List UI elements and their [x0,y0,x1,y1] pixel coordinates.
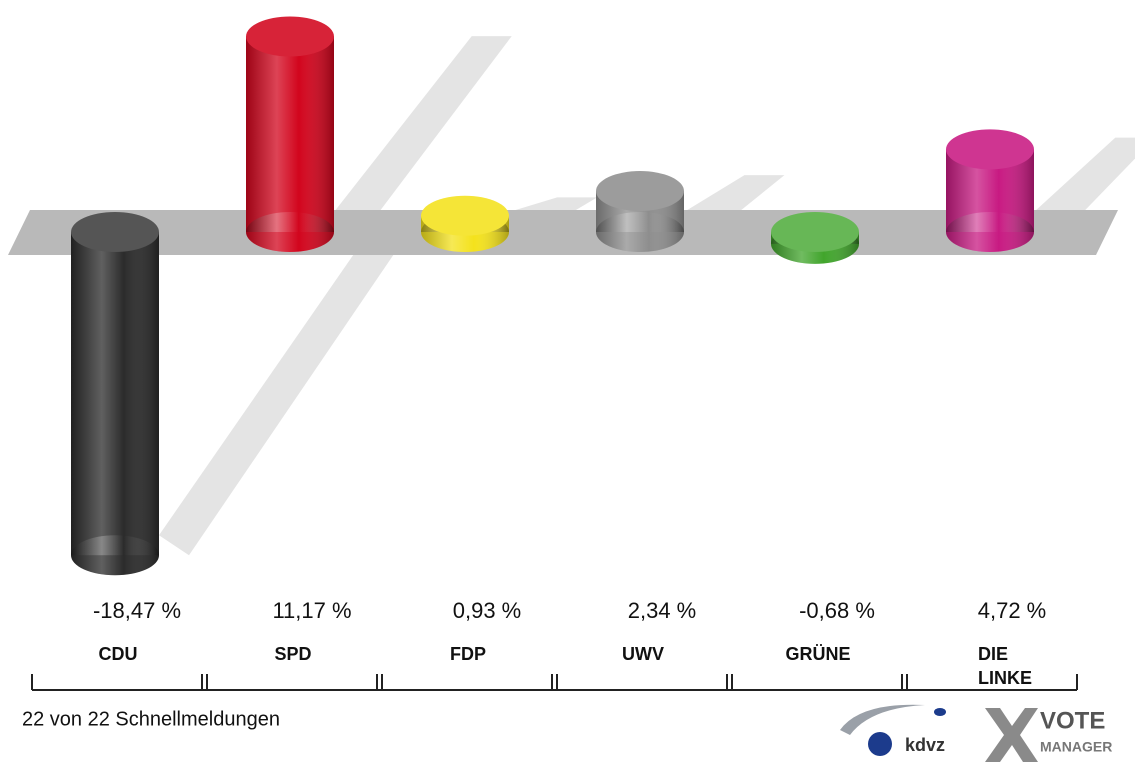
bar-top [771,212,859,252]
bar-top [71,212,159,252]
x-tick-label: UWV [622,644,664,664]
bar-top [946,129,1034,170]
logo-text: kdvz [905,735,945,755]
bracket-ticks [31,674,1078,690]
bar [421,195,509,252]
value-label: -0,68 % [799,598,875,623]
x-tick-label: DIE LINKE [978,644,1032,688]
bar-top [421,195,509,236]
bar-shadow [334,36,512,233]
bar-shadow [1034,137,1135,232]
bar-shadow [159,244,401,556]
logo-vote: VOTE [1040,707,1105,734]
x-tick-label: CDU [99,644,138,664]
value-label: 2,34 % [628,598,697,623]
bar-body-shade [71,232,159,556]
bar [71,212,159,576]
x-tick-label: SPD [274,644,311,664]
footnote: 22 von 22 Schnellmeldungen [22,708,280,730]
bars [71,16,1034,576]
bar-body-shade [246,36,334,233]
logo: kdvz VOTE MANAGER [840,704,1112,762]
bar [246,16,334,252]
value-label: -18,47 % [93,598,181,623]
bar-top [246,16,334,57]
logo-manager: MANAGER [1040,739,1112,755]
bar [596,171,684,252]
bar [771,212,859,264]
x-tick-label: FDP [450,644,486,664]
value-label: 4,72 % [978,598,1047,623]
value-label: 11,17 % [272,598,351,623]
bar [946,129,1034,252]
value-label: 0,93 % [453,598,522,623]
x-tick-label: GRÜNE [785,644,850,664]
bar-top [596,171,684,212]
labels: -18,47 % CDU 11,17 % SPD 0,93 % FDP 2,34 % UWV -… [93,598,1046,688]
